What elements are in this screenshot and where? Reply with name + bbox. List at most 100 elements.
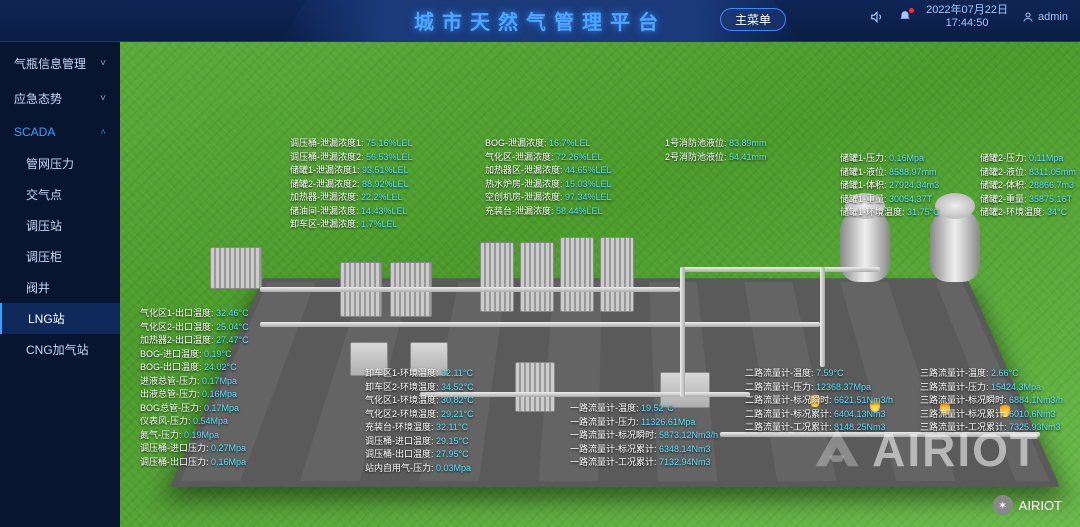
data-value: 34°C [1047,207,1067,217]
data-value: 0.17Mpa [202,376,237,386]
data-value: 0.03Mpa [436,463,471,473]
main-menu-button[interactable]: 主菜单 [720,8,786,31]
data-key: 站内自用气-压力: [365,463,434,473]
data-row: 热水炉房-泄漏浓度: 15.03%LEL [485,178,612,192]
data-value: 31.75°C [907,207,940,217]
user-icon [1022,11,1034,23]
data-row: 三路流量计-标况瞬时: 6884.1Nm3/h [920,394,1063,408]
data-value: 0.17Mpa [204,403,239,413]
data-key: 2号消防池液位: [665,152,727,162]
unit-col-1 [480,242,514,312]
label-group-tank1: 储罐1-压力: 0.16Mpa储罐1-液位: 8588.97mm储罐1-体积: … [840,152,940,220]
data-key: 出液总管-压力: [140,389,200,399]
data-key: 储罐2-压力: [980,153,1027,163]
data-key: 储罐1-体积: [840,180,887,190]
nav-label: SCADA [14,125,55,139]
speaker-icon[interactable] [870,10,884,24]
data-key: 卸车区1-环境温度: [365,368,439,378]
data-key: 充装台-泄漏浓度: [485,206,554,216]
label-group-left: 气化区1-出口温度: 32.46°C气化区2-出口温度: 25.04°C加热器2… [140,307,249,469]
wechat-text: AIRIOT [1019,498,1062,513]
data-row: 储罐2-压力: 0.11Mpa [980,152,1076,166]
nav-item[interactable]: SCADA ˄ [0,116,120,148]
pipe [680,267,685,397]
data-row: 储罐1-环境温度: 31.75°C [840,206,940,220]
data-row: 三路流量计-标况累计: 6010.6Nm3 [920,408,1063,422]
data-row: 站内自用气-压力: 0.03Mpa [365,462,474,476]
data-value: 15.03%LEL [565,179,612,189]
data-key: 氮气-压力: [140,430,182,440]
label-group-flow1: 一路流量计-温度: 19.52°C一路流量计-压力: 11326.61Mpa一路… [570,402,718,470]
data-row: 调压桶-泄漏浓度1: 75.16%LEL [290,137,413,151]
data-row: 气化区2-出口温度: 25.04°C [140,321,249,335]
data-value: 97.34%LEL [565,192,612,202]
data-key: 三路流量计-压力: [920,382,989,392]
sidebar: 气瓶信息管理˅应急态势˅ SCADA ˄ 管网压力交气点调压站调压柜阀井LNG站CN… [0,42,120,527]
data-value: 7132.94Nm3 [659,457,711,467]
data-key: 储罐2-泄漏浓度2: [290,179,360,189]
sub-nav-item[interactable]: 阀井 [0,272,120,303]
nav-item[interactable]: 应急态势˅ [0,81,120,116]
sub-nav-item[interactable]: LNG站 [0,303,120,334]
data-key: 储罐1-泄漏浓度1: [290,165,360,175]
sub-nav-item[interactable]: 交气点 [0,179,120,210]
data-row: 氮气-压力: 0.19Mpa [140,429,249,443]
data-key: 气化区1-环境温度: [365,395,439,405]
sub-nav-item[interactable]: 管网压力 [0,148,120,179]
data-value: 6010.6Nm3 [1009,409,1056,419]
unit-col-3 [560,237,594,312]
data-row: 储罐2-液位: 8311.05mm [980,166,1076,180]
data-key: 储罐2-体积: [980,180,1027,190]
data-row: 空创机房-泄漏浓度: 97.34%LEL [485,191,612,205]
data-key: 调压桶-泄漏浓度1: [290,138,364,148]
data-row: 气化区1-出口温度: 32.46°C [140,307,249,321]
sub-nav-item[interactable]: CNG加气站 [0,334,120,365]
data-key: 热水炉房-泄漏浓度: [485,179,563,189]
data-value: 8588.97mm [889,167,937,177]
bell-icon[interactable] [898,10,912,24]
scene-3d: 调压桶-泄漏浓度1: 75.16%LEL调压桶-泄漏浓度2: 56.53%LEL… [120,42,1080,527]
data-key: 储罐2-液位: [980,167,1027,177]
sub-nav-item[interactable]: 调压站 [0,210,120,241]
data-key: 储罐2-重量: [980,194,1027,204]
data-row: 二路流量计-温度: 7.59°C [745,367,893,381]
label-group-tank2: 储罐2-压力: 0.11Mpa储罐2-液位: 8311.05mm储罐2-体积: … [980,152,1076,220]
data-value: 0.16Mpa [889,153,924,163]
data-key: 气化区2-环境温度: [365,409,439,419]
data-value: 0.19Mpa [184,430,219,440]
nav-item[interactable]: 气瓶信息管理˅ [0,46,120,81]
data-value: 0.19°C [204,349,232,359]
data-value: 44.65%LEL [565,165,612,175]
data-value: 0.11Mpa [1029,153,1063,163]
data-key: 加热器2-出口温度: [140,335,214,345]
data-row: 储罐1-体积: 27924.34m3 [840,179,940,193]
data-value: 6404.13Nm3 [834,409,886,419]
data-row: 一路流量计-标况累计: 6348.14Nm3 [570,443,718,457]
chevron-up-icon: ˄ [100,127,106,138]
pipe [820,267,825,367]
data-value: 19.52°C [641,403,674,413]
data-key: 调压桶-出口温度: [365,449,434,459]
data-row: 一路流量计-标况瞬时: 5873.12Nm3/h [570,429,718,443]
data-row: 储油间-泄漏浓度: 14.43%LEL [290,205,413,219]
user-badge[interactable]: admin [1022,11,1068,23]
data-row: 2号消防池液位: 54.41mm [665,151,767,165]
data-value: 32.11°C [436,422,468,432]
data-value: 6348.14Nm3 [659,444,711,454]
data-row: 储罐1-重量: 30054.37T [840,193,940,207]
data-value: 16.7%LEL [549,138,591,148]
data-key: 空创机房-泄漏浓度: [485,192,563,202]
data-row: 气化区1-环境温度: 30.82°C [365,394,474,408]
data-value: 29.15°C [436,436,469,446]
data-value: 83.89mm [729,138,767,148]
data-value: 0.16Mpa [202,389,237,399]
data-key: BOG-泄漏浓度: [485,138,547,148]
data-value: 72.26%LEL [556,152,603,162]
data-key: 储罐1-压力: [840,153,887,163]
sub-nav-item[interactable]: 调压柜 [0,241,120,272]
data-key: 加热器区-泄漏浓度: [485,165,563,175]
data-row: 卸车区2-环境温度: 34.52°C [365,381,474,395]
data-row: 充装台-环境温度: 32.11°C [365,421,474,435]
label-group-pool: 1号消防池液位: 83.89mm2号消防池液位: 54.41mm [665,137,767,164]
data-value: 28866.7m3 [1029,180,1074,190]
